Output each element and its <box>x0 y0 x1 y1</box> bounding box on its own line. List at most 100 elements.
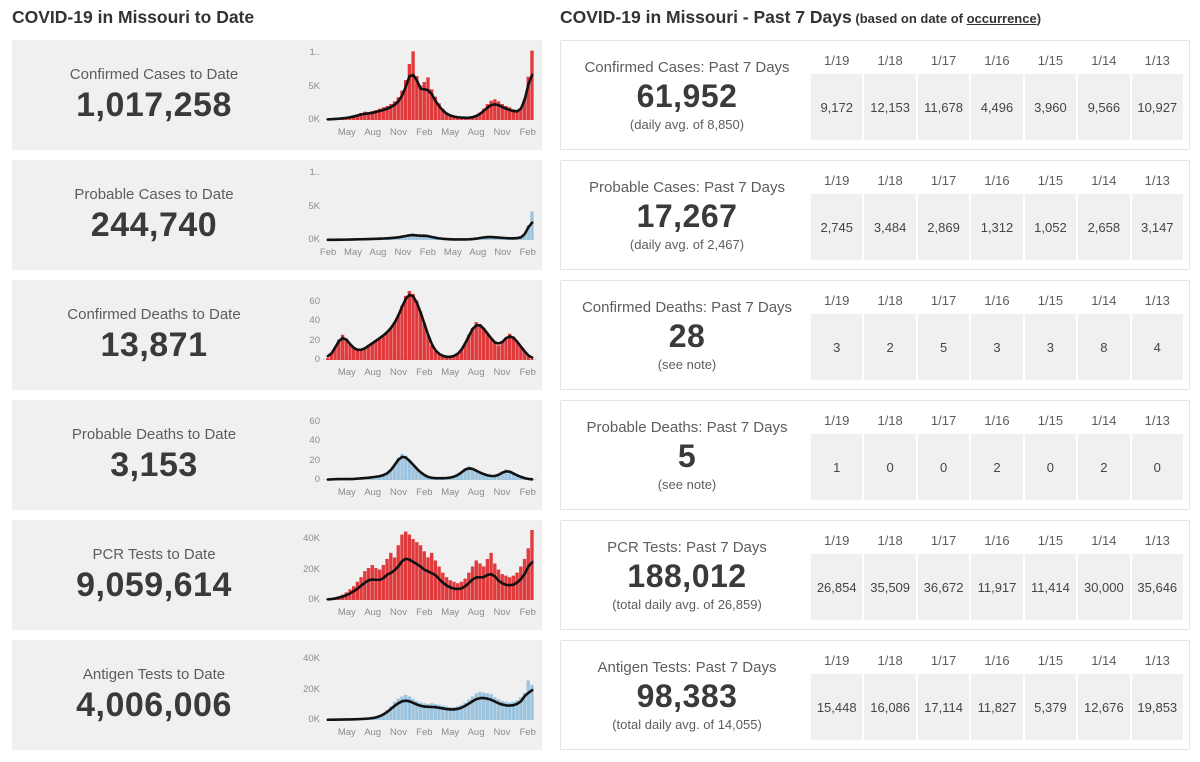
x-tick-label: Feb <box>519 487 536 498</box>
past-7-days-card: Antigen Tests: Past 7 Days 98,383 (total… <box>560 640 1190 750</box>
day-value-cell[interactable]: 1,052 <box>1024 194 1077 260</box>
day-value-cell[interactable]: 0 <box>864 434 916 500</box>
day-value-cell[interactable]: 5 <box>917 314 970 380</box>
day-date-label: 1/19 <box>824 292 850 308</box>
chart-plot-area[interactable] <box>319 410 538 481</box>
day-date-label: 1/14 <box>1091 52 1117 68</box>
daily-values-table: 1/19 1/18 1/17 1/16 1/15 1/14 1/13 15,448 16,086… <box>811 650 1183 740</box>
y-tick-label: 0 <box>314 474 320 485</box>
stat-block: Confirmed Cases: Past 7 Days 61,952 (dai… <box>565 41 809 149</box>
card-value: 244,740 <box>90 205 218 244</box>
day-value-cell[interactable]: 11,414 <box>1024 554 1077 620</box>
x-tick-label: May <box>337 607 356 618</box>
day-value-cell[interactable]: 26,854 <box>811 554 863 620</box>
day-date-label: 1/18 <box>877 172 903 188</box>
day-value-cell[interactable]: 19,853 <box>1131 674 1183 740</box>
day-value-cell[interactable]: 12,676 <box>1078 674 1130 740</box>
day-value-cell[interactable]: 2,658 <box>1078 194 1130 260</box>
daily-values-table: 1/19 1/18 1/17 1/16 1/15 1/14 1/13 3 2 5 3 3 8 4 <box>811 290 1183 380</box>
day-value-cell[interactable]: 9,172 <box>811 74 863 140</box>
day-value-cell[interactable]: 15,448 <box>811 674 863 740</box>
y-tick-label: 20K <box>303 563 320 575</box>
y-tick-label: 0K <box>308 714 320 725</box>
right-section-title: COVID-19 in Missouri - Past 7 Days (base… <box>560 7 1041 28</box>
day-value-cell[interactable]: 3,960 <box>1024 74 1077 140</box>
day-value-cell[interactable]: 11,917 <box>971 554 1023 620</box>
chart-plot-area[interactable] <box>319 290 538 360</box>
y-tick-label: 40 <box>309 315 320 327</box>
day-value-cell[interactable]: 2 <box>864 314 916 380</box>
chart-plot-area[interactable] <box>326 50 534 121</box>
day-date-label: 1/18 <box>877 652 903 668</box>
day-value-cell[interactable]: 10,927 <box>1131 74 1183 140</box>
day-value-cell[interactable]: 17,114 <box>917 674 970 740</box>
x-axis: Feb May Aug Nov Feb May Aug Nov Feb <box>320 247 536 259</box>
y-tick-label: 40K <box>303 653 320 665</box>
card-label: Confirmed Deaths: Past 7 Days <box>581 298 793 316</box>
x-tick-label: Aug <box>364 487 382 498</box>
day-value-cell[interactable]: 30,000 <box>1078 554 1130 620</box>
chart-plot-area[interactable] <box>326 530 534 601</box>
day-value-cell[interactable]: 4,496 <box>971 74 1023 140</box>
day-value-cell[interactable]: 8 <box>1078 314 1130 380</box>
day-value-cell[interactable]: 3 <box>1024 314 1077 380</box>
y-tick-label: 20K <box>303 683 320 695</box>
day-date-label: 1/17 <box>930 52 957 68</box>
card-value: 98,383 <box>636 677 738 714</box>
x-tick-label: Nov <box>390 607 407 618</box>
x-tick-label: Feb <box>416 487 433 498</box>
day-value-cell[interactable]: 2,745 <box>811 194 863 260</box>
y-axis: 60 40 20 0 <box>294 410 320 484</box>
x-tick-label: Nov <box>394 247 412 258</box>
card-value: 188,012 <box>627 557 747 594</box>
x-tick-label: Aug <box>467 367 485 378</box>
past-7-days-card: Probable Cases: Past 7 Days 17,267 (dail… <box>560 160 1190 270</box>
day-value-cell[interactable]: 36,672 <box>917 554 970 620</box>
day-date-label: 1/18 <box>877 532 903 548</box>
day-value-cell[interactable]: 3,147 <box>1131 194 1183 260</box>
day-value-cell[interactable]: 12,153 <box>864 74 916 140</box>
day-date-label: 1/14 <box>1091 292 1117 308</box>
day-value-cell[interactable]: 5,379 <box>1024 674 1077 740</box>
day-date-label: 1/13 <box>1144 652 1170 668</box>
card-subtitle: (daily avg. of 2,467) <box>629 236 745 252</box>
card-label: Confirmed Cases to Date <box>69 65 239 83</box>
day-value-cell[interactable]: 11,678 <box>917 74 970 140</box>
day-date-label: 1/14 <box>1091 652 1117 668</box>
day-value-cell[interactable]: 3 <box>811 314 863 380</box>
day-value-cell[interactable]: 2 <box>971 434 1023 500</box>
day-value-cell[interactable]: 16,086 <box>864 674 916 740</box>
to-date-card: Antigen Tests to Date 4,006,006 40K 20K 0K… <box>12 640 542 750</box>
day-value-cell[interactable]: 1,312 <box>971 194 1023 260</box>
day-value-cell[interactable]: 2,869 <box>917 194 970 260</box>
day-value-cell[interactable]: 0 <box>917 434 970 500</box>
chart-plot-area[interactable] <box>326 650 534 722</box>
day-value-cell[interactable]: 0 <box>1131 434 1183 500</box>
x-tick-label: Nov <box>493 607 511 618</box>
day-date-label: 1/15 <box>1037 652 1064 668</box>
day-date-label: 1/13 <box>1144 532 1170 548</box>
day-value-cell[interactable]: 4 <box>1131 314 1183 380</box>
day-value-cell[interactable]: 1 <box>811 434 863 500</box>
day-date-label: 1/16 <box>984 412 1010 428</box>
day-value-cell[interactable]: 2 <box>1078 434 1130 500</box>
day-value-cell[interactable]: 35,509 <box>864 554 916 620</box>
past-7-days-card: PCR Tests: Past 7 Days 188,012 (total da… <box>560 520 1190 630</box>
past-7-days-card: Confirmed Cases: Past 7 Days 61,952 (dai… <box>560 40 1190 150</box>
occurrence-link[interactable]: occurrence <box>966 11 1037 26</box>
x-axis: May Aug Nov Feb May Aug Nov Feb <box>326 127 536 139</box>
x-tick-label: Nov <box>493 127 511 138</box>
past-7-days-card: Confirmed Deaths: Past 7 Days 28 (see no… <box>560 280 1190 390</box>
day-value-cell[interactable]: 9,566 <box>1078 74 1130 140</box>
x-tick-label: Nov <box>494 247 512 258</box>
day-date-label: 1/14 <box>1091 172 1117 188</box>
day-value-cell[interactable]: 35,646 <box>1131 554 1183 620</box>
chart-plot-area[interactable] <box>326 170 534 242</box>
day-value-cell[interactable]: 3 <box>971 314 1023 380</box>
day-value-cell[interactable]: 3,484 <box>864 194 916 260</box>
day-date-label: 1/15 <box>1037 172 1064 188</box>
day-value-cell[interactable]: 11,827 <box>971 674 1023 740</box>
x-tick-label: Feb <box>519 727 536 738</box>
day-value-cell[interactable]: 0 <box>1024 434 1077 500</box>
x-tick-label: Aug <box>467 487 485 498</box>
